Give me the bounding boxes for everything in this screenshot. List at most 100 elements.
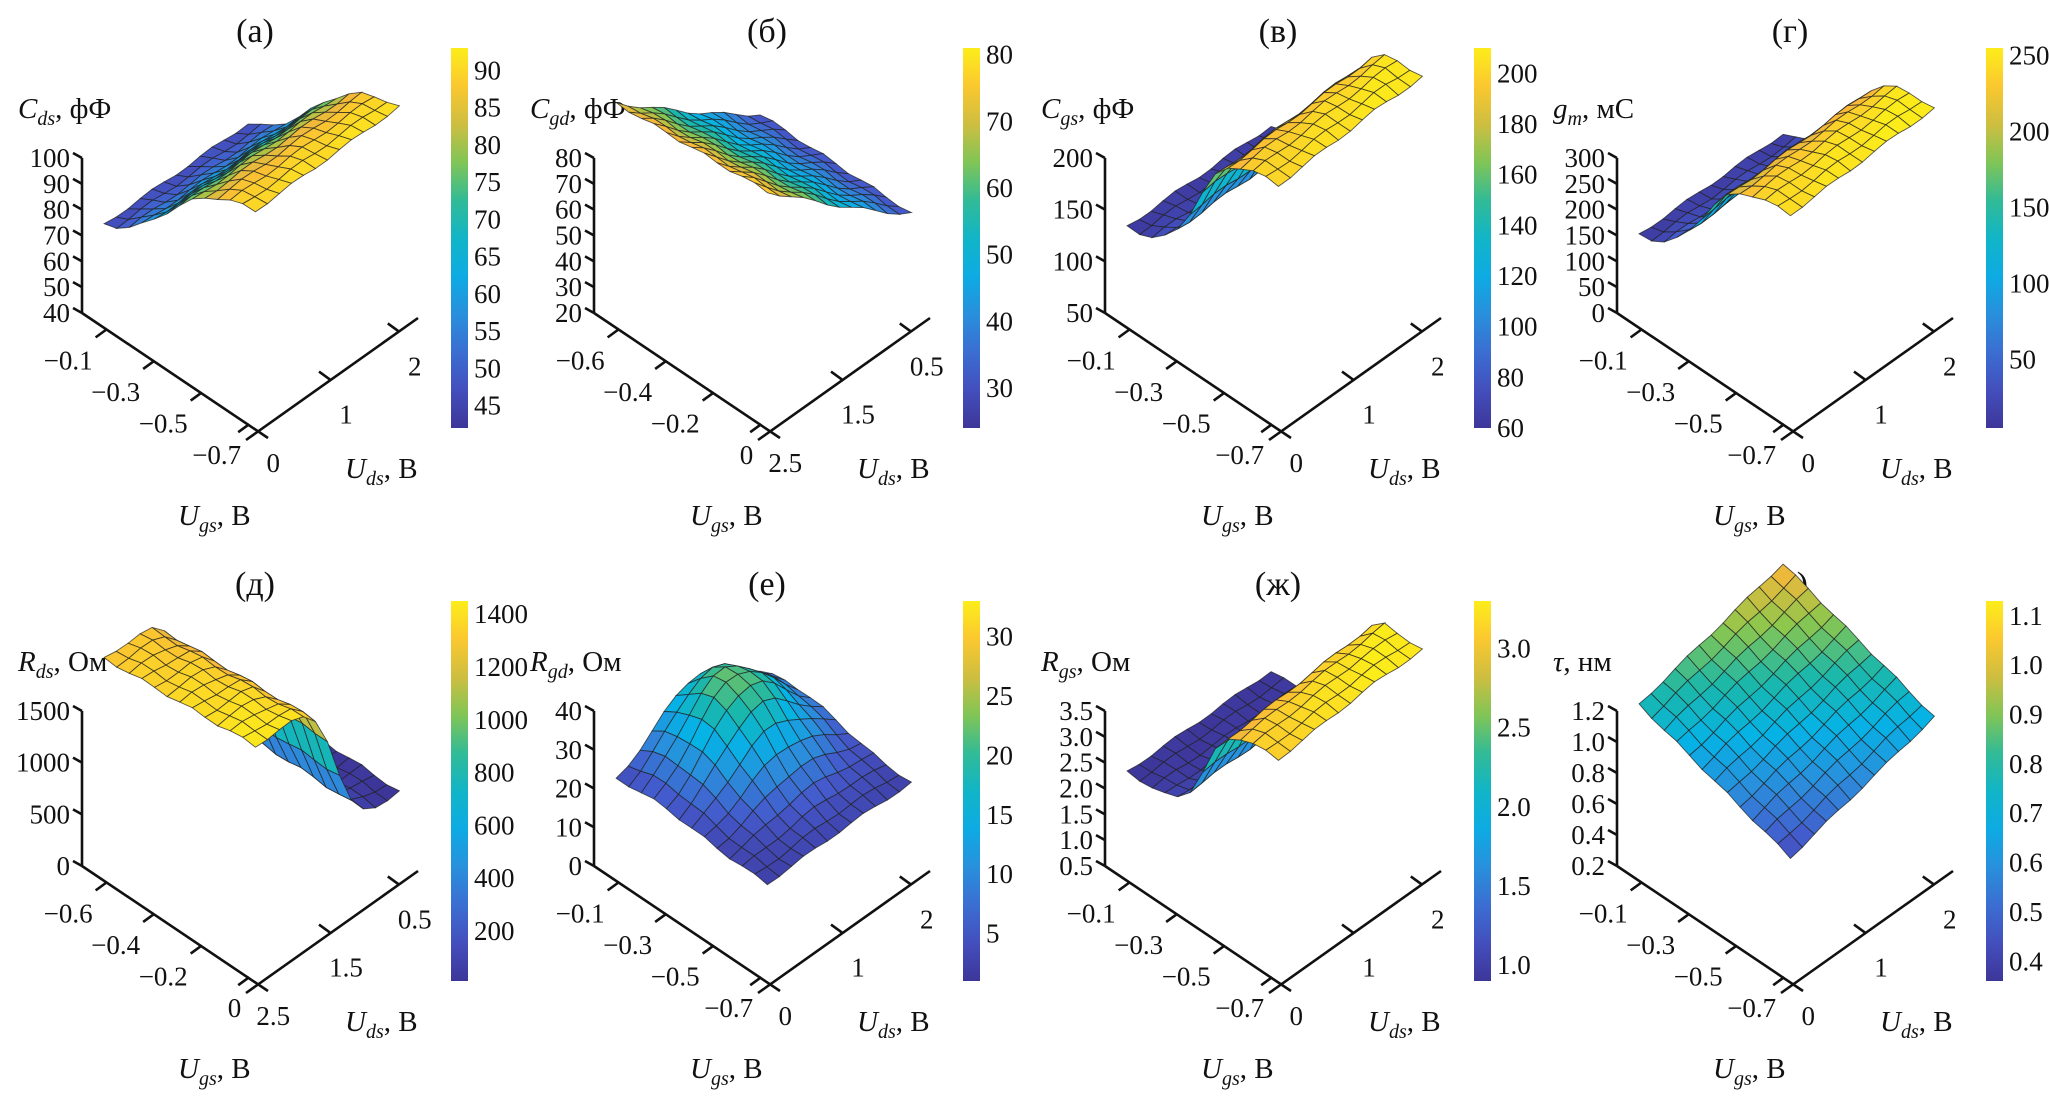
surface-mesh bbox=[1126, 54, 1424, 239]
ugs-tick bbox=[1212, 944, 1226, 955]
colorbar bbox=[1474, 601, 1491, 981]
uds-axis-line bbox=[1268, 316, 1442, 442]
uds-tick-label: 0 bbox=[266, 448, 280, 478]
uds-axis-line bbox=[757, 316, 931, 442]
z-tick bbox=[1095, 704, 1106, 713]
z-tick-label: 200 bbox=[1565, 195, 1606, 225]
ugs-tick-label: −0.7 bbox=[1727, 440, 1776, 470]
ugs-tick-label: −0.3 bbox=[1626, 377, 1675, 407]
uds-tick bbox=[318, 370, 331, 381]
ugs-axis-label: Ugs, В bbox=[1201, 1053, 1274, 1090]
ugs-tick bbox=[1212, 391, 1226, 402]
ugs-tick-label: −0.7 bbox=[192, 440, 241, 470]
uds-tick bbox=[1853, 370, 1866, 381]
colorbar-tick-label: 25 bbox=[986, 681, 1013, 711]
z-tick-label: 250 bbox=[1565, 169, 1606, 199]
uds-tick bbox=[1341, 370, 1354, 381]
z-tick-label: 70 bbox=[555, 169, 582, 199]
ugs-tick bbox=[1772, 423, 1785, 434]
z-tick bbox=[584, 177, 595, 185]
colorbar-tick-label: 1.1 bbox=[2009, 601, 2043, 631]
ugs-tick-label: −0.7 bbox=[1727, 993, 1776, 1023]
ugs-tick-label: −0.5 bbox=[1162, 962, 1211, 992]
ugs-axis-line bbox=[1104, 864, 1292, 993]
panel-label: (е) bbox=[748, 566, 786, 603]
z-tick-label: 30 bbox=[555, 272, 582, 302]
colorbar-tick-label: 5 bbox=[986, 919, 1000, 949]
z-tick bbox=[1607, 797, 1618, 806]
colorbar-tick-label: 1.5 bbox=[1497, 871, 1531, 901]
z-tick-label: 90 bbox=[43, 169, 70, 199]
colorbar-tick-label: 0.8 bbox=[2009, 749, 2043, 779]
uds-axis-label: Uds, В bbox=[1880, 453, 1953, 490]
ugs-tick-label: −0.1 bbox=[44, 345, 93, 375]
z-axis-label: Cds, фФ bbox=[18, 93, 111, 130]
ugs-tick bbox=[701, 944, 715, 955]
uds-tick-label: 1 bbox=[1362, 400, 1376, 430]
z-tick-label: 1000 bbox=[16, 748, 70, 778]
z-tick-label: 3.5 bbox=[1059, 696, 1093, 726]
z-tick-label: 100 bbox=[1053, 246, 1094, 276]
colorbar bbox=[1986, 48, 2003, 428]
colorbar bbox=[451, 601, 468, 981]
ugs-tick bbox=[606, 328, 620, 339]
z-axis-label: Rgs, Ом bbox=[1040, 646, 1130, 683]
ugs-tick bbox=[701, 391, 715, 402]
ugs-axis-line bbox=[593, 311, 781, 440]
ugs-tick bbox=[94, 881, 108, 892]
uds-tick-label: 0.5 bbox=[398, 904, 432, 934]
z-tick-label: 0.8 bbox=[1571, 758, 1605, 788]
z-tick-label: 40 bbox=[555, 696, 582, 726]
ugs-tick bbox=[1260, 423, 1273, 434]
z-tick-label: 50 bbox=[1066, 298, 1093, 328]
ugs-axis-line bbox=[1104, 311, 1292, 440]
colorbar-tick-label: 40 bbox=[986, 306, 1013, 336]
z-tick-label: 50 bbox=[43, 272, 70, 302]
z-tick-label: 20 bbox=[555, 298, 582, 328]
uds-tick-label: 1 bbox=[1874, 400, 1888, 430]
ugs-tick-label: −0.1 bbox=[1579, 898, 1628, 928]
surface-panel-6: (е) 0 10 20 30 40 Rgd, Ом −0.1−0.3−0.5−0.7 0 1 2 Ug… bbox=[529, 566, 1013, 1090]
ugs-tick-label: −0.1 bbox=[556, 898, 605, 928]
surface-mesh bbox=[103, 91, 401, 229]
uds-axis-label: Uds, В bbox=[1368, 453, 1441, 490]
ugs-tick-label: −0.1 bbox=[1067, 898, 1116, 928]
surface-mesh bbox=[103, 626, 401, 810]
z-tick-label: 50 bbox=[1578, 272, 1605, 302]
uds-axis-label: Uds, В bbox=[1880, 1006, 1953, 1043]
z-tick-label: 150 bbox=[1053, 195, 1094, 225]
ugs-axis-line bbox=[1616, 311, 1804, 440]
z-tick-label: 1.0 bbox=[1059, 825, 1093, 855]
colorbar-tick-label: 55 bbox=[474, 316, 501, 346]
z-tick bbox=[1095, 255, 1106, 263]
uds-tick bbox=[830, 370, 843, 381]
z-tick-label: 3.0 bbox=[1059, 722, 1093, 752]
ugs-axis-label: Ugs, В bbox=[690, 500, 763, 537]
ugs-tick bbox=[1677, 359, 1690, 371]
uds-axis-label: Uds, В bbox=[857, 453, 930, 490]
ugs-tick bbox=[1724, 944, 1738, 955]
ugs-axis-label: Ugs, В bbox=[1201, 500, 1274, 537]
z-tick-label: 10 bbox=[555, 812, 582, 842]
ugs-tick bbox=[749, 976, 762, 987]
uds-tick-label: 1 bbox=[339, 400, 353, 430]
ugs-tick bbox=[1165, 359, 1178, 371]
ugs-tick-label: −0.5 bbox=[139, 409, 188, 439]
z-tick-label: 40 bbox=[43, 298, 70, 328]
ugs-axis-line bbox=[81, 311, 269, 440]
colorbar-tick-label: 180 bbox=[1497, 109, 1538, 139]
colorbar-tick-label: 1.0 bbox=[1497, 950, 1531, 980]
z-tick-label: 80 bbox=[43, 195, 70, 225]
colorbar-tick-label: 2.5 bbox=[1497, 713, 1531, 743]
z-tick-label: 1.2 bbox=[1571, 696, 1605, 726]
z-tick bbox=[72, 859, 83, 868]
uds-tick bbox=[1922, 875, 1935, 886]
uds-tick bbox=[1410, 322, 1423, 333]
colorbar-tick-label: 1.0 bbox=[2009, 650, 2043, 680]
surface-cell bbox=[1265, 168, 1292, 187]
ugs-tick bbox=[1772, 976, 1785, 987]
uds-tick-label: 2 bbox=[1943, 904, 1957, 934]
uds-tick bbox=[1410, 875, 1423, 886]
z-tick-label: 30 bbox=[555, 735, 582, 765]
